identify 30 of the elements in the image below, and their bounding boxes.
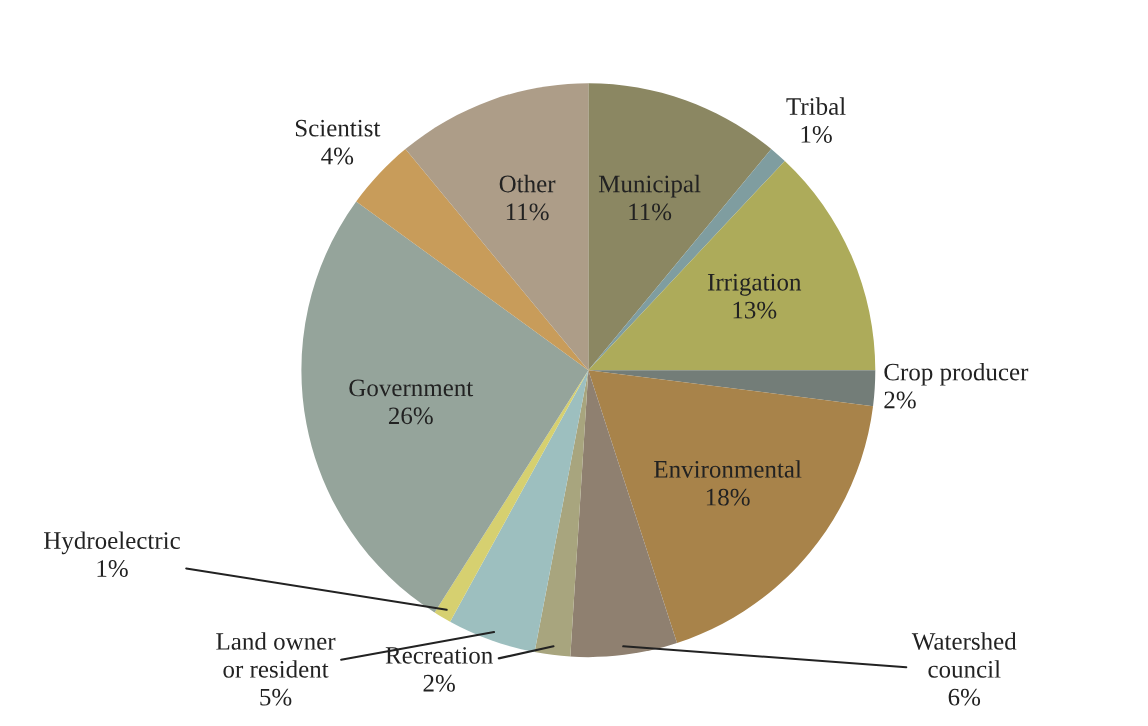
pie-slice: [588, 160, 876, 371]
data-label: 13%: [733, 301, 777, 319]
pie-slice: [588, 370, 874, 644]
data-label: 5%: [260, 688, 292, 706]
pie-slice: [405, 83, 589, 371]
data-label: 1%: [801, 125, 832, 143]
data-label: 11%: [506, 203, 549, 221]
data-label: 2%: [884, 391, 916, 409]
slice-label: Crop producer: [884, 362, 1029, 386]
pie-slice: [356, 149, 589, 371]
slice-label: Watershed council: [911, 632, 1017, 678]
pie-slice: [588, 370, 876, 407]
pie-slice: [301, 201, 589, 613]
slice-label: Irrigation: [707, 273, 802, 296]
data-label: 6%: [948, 688, 981, 706]
slice-label: Land owner or resident: [216, 632, 336, 678]
data-label: 4%: [321, 147, 354, 165]
slice-label: Scientist: [295, 119, 381, 137]
slice-label: Hydroelectric: [44, 531, 180, 555]
slice-label: Environmental: [654, 460, 802, 478]
slice-label: Tribal: [786, 97, 846, 115]
slice-label: Other: [499, 174, 556, 193]
data-label: 11%: [629, 203, 672, 221]
slice-label: Municipal: [598, 174, 701, 198]
data-label: 2%: [423, 674, 455, 692]
data-label: 1%: [97, 560, 128, 578]
slice-label: Recreation: [385, 647, 493, 664]
slice-label: Government: [349, 379, 474, 397]
data-label: 18%: [706, 488, 750, 506]
data-label: 26%: [388, 407, 433, 425]
